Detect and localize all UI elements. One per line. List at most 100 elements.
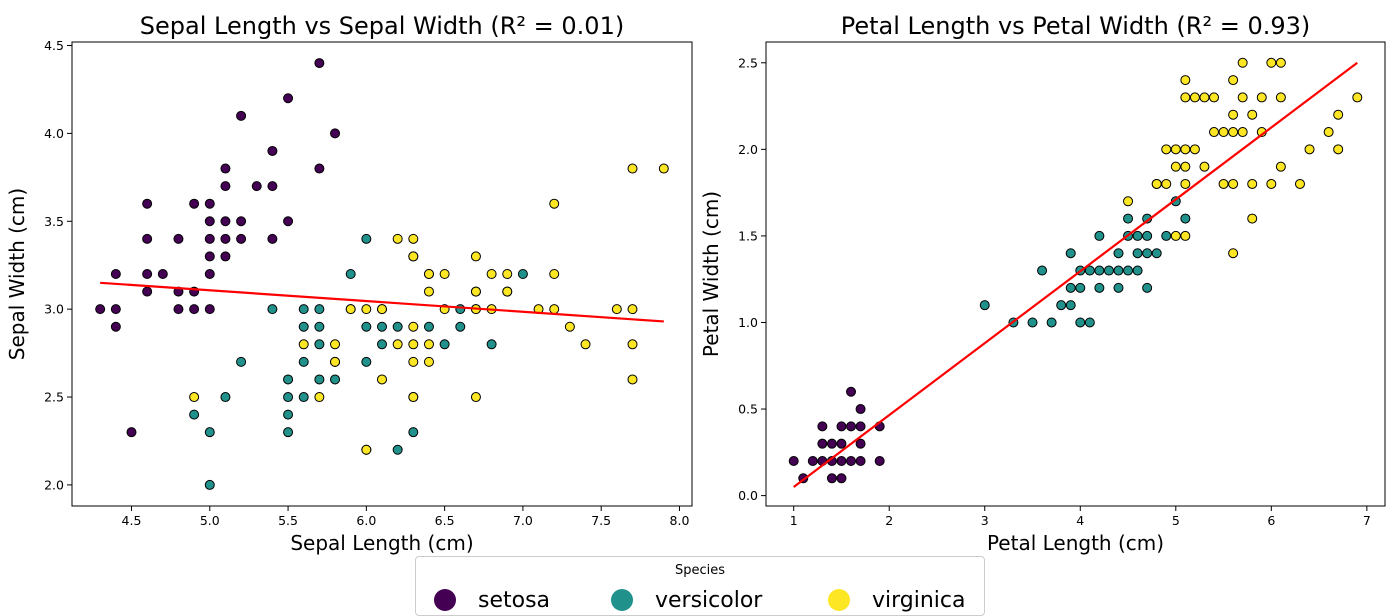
data-point-virginica (1209, 92, 1220, 103)
data-point-virginica (1189, 92, 1200, 103)
data-point-virginica (423, 339, 434, 350)
y-tick-label: 2.5 (738, 55, 758, 70)
data-point-versicolor (1113, 265, 1124, 276)
y-tick-label: 0.5 (738, 402, 758, 417)
data-point-virginica (408, 392, 419, 403)
data-point-setosa (855, 438, 866, 449)
data-point-setosa (846, 421, 857, 432)
data-point-versicolor (298, 304, 309, 315)
data-point-virginica (549, 198, 560, 209)
data-point-setosa (95, 304, 106, 315)
data-point-setosa (204, 216, 215, 227)
data-point-versicolor (1084, 265, 1095, 276)
data-point-versicolor (1123, 265, 1134, 276)
legend-label-virginica: virginica (872, 587, 966, 613)
x-tick-label: 7.5 (591, 513, 611, 528)
y-tick-label: 0.0 (738, 488, 758, 503)
data-point-versicolor (361, 233, 372, 244)
data-point-versicolor (283, 427, 294, 438)
data-point-setosa (110, 304, 121, 315)
y-tick-label: 1.5 (738, 228, 758, 243)
plot-frame (71, 41, 693, 507)
data-point-versicolor (392, 444, 403, 455)
y-tick-label: 2.0 (738, 142, 758, 157)
data-point-virginica (345, 304, 356, 315)
legend-marker-versicolor (611, 589, 633, 611)
data-point-versicolor (314, 321, 325, 332)
data-point-virginica (1228, 109, 1239, 120)
data-point-virginica (1228, 178, 1239, 189)
data-point-setosa (826, 438, 837, 449)
data-point-virginica (1218, 178, 1229, 189)
data-point-versicolor (345, 269, 356, 279)
y-tick-label: 4.0 (44, 126, 64, 141)
data-point-virginica (470, 286, 481, 297)
data-point-virginica (1180, 161, 1191, 172)
data-point-versicolor (1123, 213, 1134, 224)
data-point-setosa (846, 386, 857, 397)
data-point-virginica (1170, 144, 1181, 155)
data-point-versicolor (1180, 213, 1191, 224)
data-point-virginica (1123, 196, 1134, 207)
y-axis-label: Petal Width (cm) (699, 191, 723, 357)
data-point-virginica (392, 339, 403, 350)
data-point-virginica (1237, 92, 1248, 103)
series-setosa (95, 58, 341, 438)
data-point-virginica (611, 304, 622, 315)
data-point-setosa (189, 304, 200, 315)
data-point-setosa (817, 421, 828, 432)
data-point-versicolor (1046, 317, 1057, 328)
x-tick-label: 6.5 (435, 513, 455, 528)
data-point-virginica (470, 392, 481, 403)
data-point-versicolor (314, 374, 325, 385)
data-point-versicolor (1142, 230, 1153, 241)
data-point-setosa (807, 455, 818, 466)
data-point-setosa (173, 233, 184, 244)
data-point-setosa (204, 198, 215, 209)
data-point-versicolor (486, 339, 497, 350)
data-point-virginica (1266, 178, 1277, 189)
data-point-virginica (470, 251, 481, 262)
data-point-setosa (110, 321, 121, 332)
data-point-virginica (1180, 144, 1191, 155)
data-point-versicolor (455, 321, 466, 332)
x-axis-label: Petal Length (cm) (987, 531, 1164, 555)
data-point-versicolor (517, 269, 528, 279)
series-setosa (788, 386, 885, 484)
data-point-setosa (267, 181, 278, 192)
data-point-virginica (1333, 144, 1344, 155)
data-point-setosa (251, 181, 262, 192)
data-point-versicolor (314, 304, 325, 315)
data-point-setosa (836, 421, 847, 432)
data-point-virginica (1228, 75, 1239, 86)
data-point-versicolor (283, 392, 294, 403)
data-point-versicolor (1113, 282, 1124, 293)
data-point-versicolor (314, 339, 325, 350)
data-point-virginica (1247, 109, 1258, 120)
data-point-virginica (1180, 230, 1191, 241)
y-tick-label: 3.0 (44, 302, 64, 317)
data-point-virginica (502, 286, 513, 297)
legend: Species setosa versicolor virginica (415, 556, 985, 616)
y-axis-label: Sepal Width (cm) (5, 188, 29, 360)
data-point-setosa (142, 233, 153, 244)
data-point-setosa (204, 269, 215, 279)
data-point-virginica (549, 269, 560, 279)
data-point-virginica (1333, 109, 1344, 120)
data-point-virginica (408, 233, 419, 244)
x-tick-label: 5.0 (200, 513, 220, 528)
data-point-virginica (1228, 248, 1239, 259)
data-point-versicolor (1075, 317, 1086, 328)
data-point-virginica (1237, 57, 1248, 68)
data-point-virginica (1180, 92, 1191, 103)
data-point-versicolor (298, 392, 309, 403)
data-point-versicolor (1142, 248, 1153, 259)
series-versicolor (979, 178, 1191, 328)
legend-marker-virginica (828, 589, 850, 611)
data-point-virginica (1180, 75, 1191, 86)
data-point-versicolor (1037, 265, 1048, 276)
x-tick-label: 5.5 (278, 513, 298, 528)
data-point-virginica (1199, 92, 1210, 103)
y-tick-label: 4.5 (44, 38, 64, 53)
data-point-virginica (1352, 92, 1363, 103)
